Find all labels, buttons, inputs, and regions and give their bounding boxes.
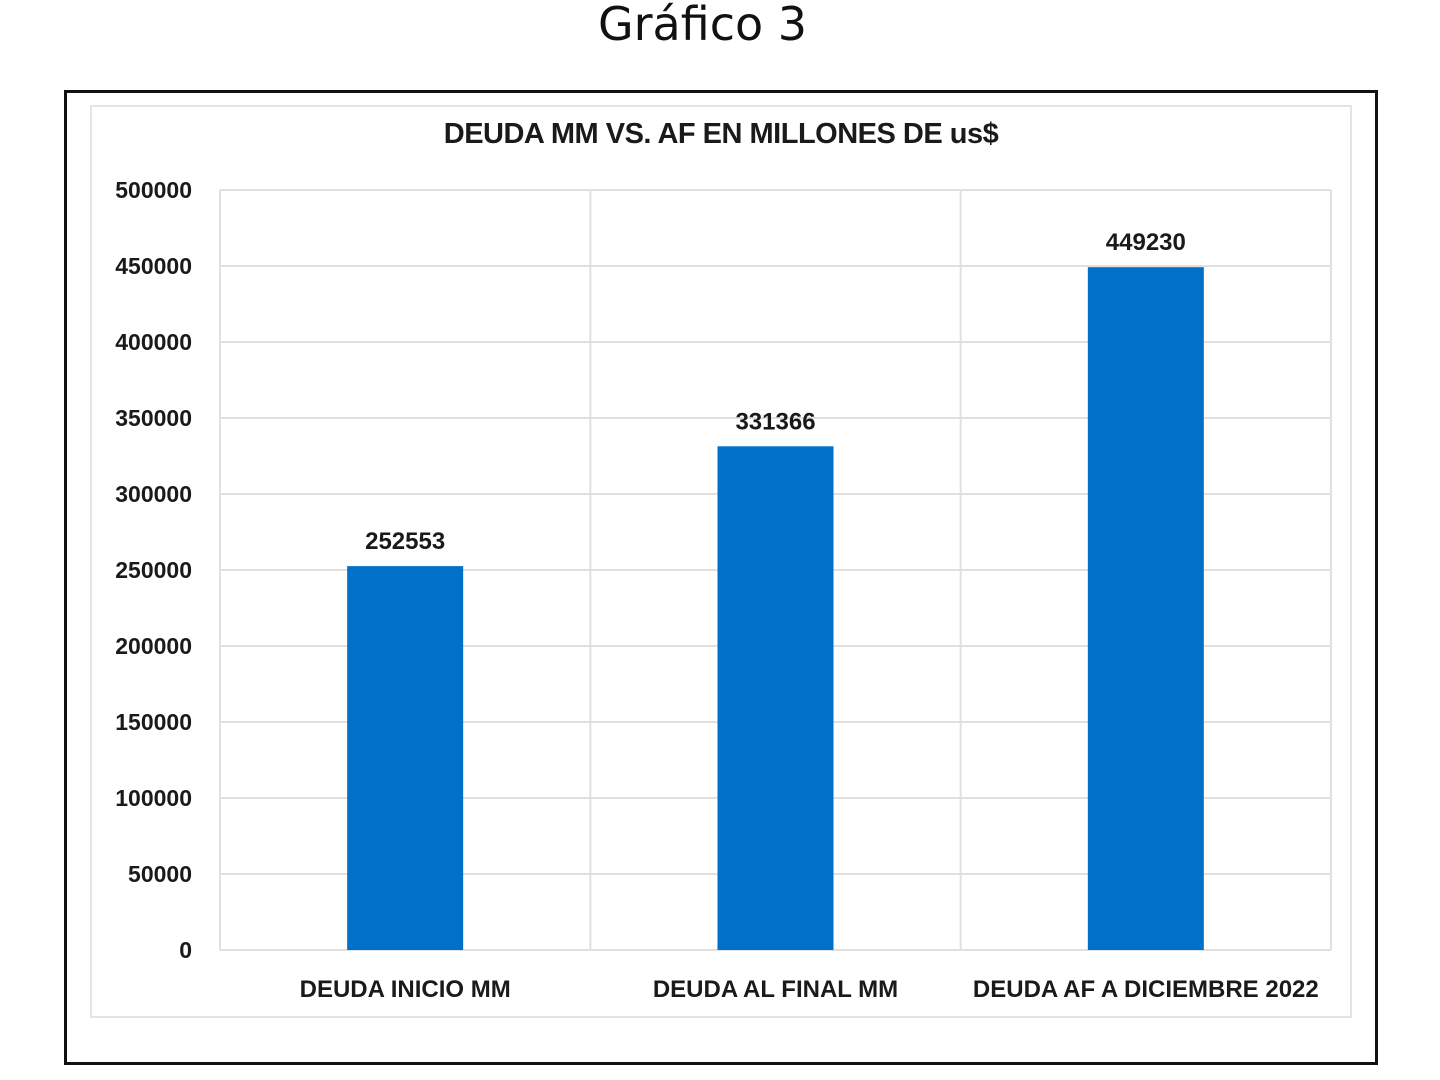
data-label: 252553 [365, 528, 445, 555]
y-tick-label: 200000 [115, 633, 192, 659]
y-tick-label: 250000 [115, 557, 192, 583]
y-axis-ticks: 0 50000 100000 150000 200000 250000 300000 3500… [115, 177, 192, 963]
category-label: DEUDA INICIO MM [300, 976, 511, 1003]
bar [717, 446, 834, 950]
y-tick-label: 150000 [115, 709, 192, 735]
y-tick-label: 350000 [115, 405, 192, 431]
category-label: DEUDA AL FINAL MM [653, 976, 898, 1003]
page-heading: Gráfico 3 [597, 0, 808, 51]
bars [347, 267, 1204, 950]
bar [347, 566, 464, 950]
y-tick-label: 500000 [115, 177, 192, 203]
y-tick-label: 0 [179, 937, 192, 963]
chart-title: DEUDA MM VS. AF EN MILLONES DE us$ [443, 118, 999, 150]
x-axis-categories: DEUDA INICIO MM DEUDA AL FINAL MM DEUDA AF… [300, 976, 1319, 1003]
data-labels: 252553 331366 449230 [365, 229, 1186, 555]
category-label: DEUDA AF A DICIEMBRE 2022 [973, 976, 1319, 1003]
y-tick-label: 400000 [115, 329, 192, 355]
y-tick-label: 300000 [115, 481, 192, 507]
y-tick-label: 50000 [128, 861, 192, 887]
data-label: 449230 [1106, 229, 1186, 256]
y-tick-label: 450000 [115, 253, 192, 279]
bar [1087, 267, 1204, 950]
y-tick-label: 100000 [115, 785, 192, 811]
data-label: 331366 [735, 408, 815, 435]
